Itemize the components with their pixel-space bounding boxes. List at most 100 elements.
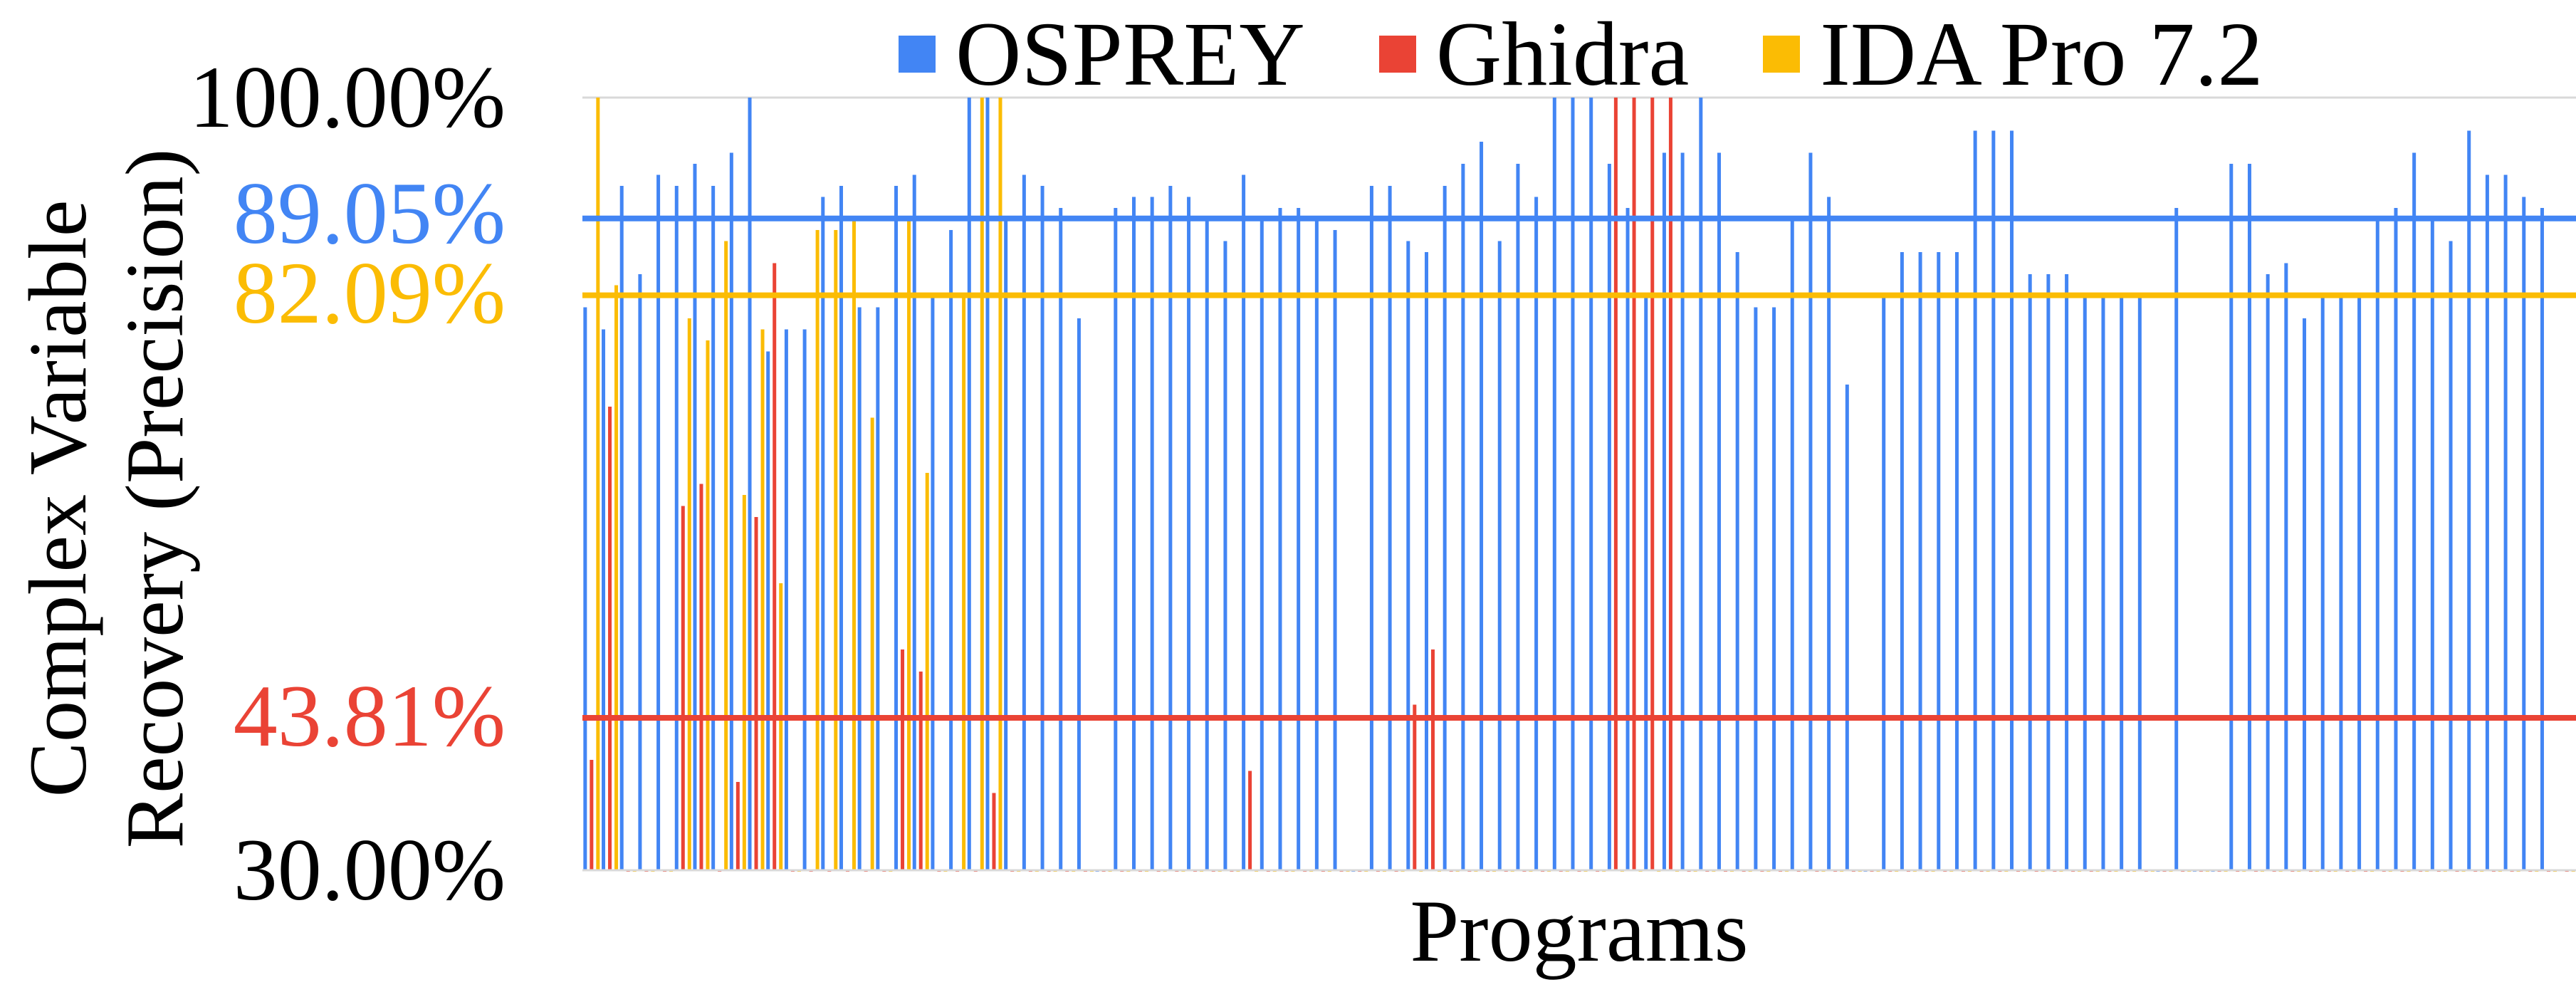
bar-osprey-60 [1680, 152, 1685, 870]
bar-ghidra-57 [1632, 98, 1636, 870]
bar-osprey-52 [1534, 197, 1539, 870]
bar-osprey-22 [985, 98, 990, 870]
bar-ghidra-45 [1413, 704, 1417, 870]
bar-ghidra-22 [992, 793, 996, 870]
legend-swatch-osprey [899, 36, 936, 73]
bar-osprey-71 [1882, 296, 1886, 870]
bar-osprey-57 [1625, 208, 1630, 870]
bar-osprey-78 [2010, 130, 2014, 870]
legend-label-ghidra: Ghidra [1435, 4, 1690, 105]
osprey-average-label: 89.05% [233, 165, 506, 262]
bar-ida-pro-7-2-15 [870, 417, 874, 870]
bar-osprey-97 [2357, 296, 2362, 870]
bar-ida-pro-7-2-9 [760, 329, 765, 870]
bar-osprey-4 [656, 174, 661, 870]
bar-osprey-74 [1937, 252, 1941, 870]
y-tick-label-min: 30.00% [233, 821, 506, 919]
bar-osprey-66 [1790, 219, 1794, 870]
bar-ghidra-9 [754, 517, 758, 870]
bar-osprey-8 [729, 152, 733, 870]
bar-osprey-55 [1589, 98, 1593, 870]
bar-osprey-96 [2339, 296, 2343, 870]
bar-ida-pro-7-2-7 [724, 241, 728, 870]
bar-osprey-94 [2303, 318, 2307, 870]
bar-osprey-61 [1699, 98, 1703, 870]
bar-osprey-14 [839, 186, 843, 870]
bar-osprey-30 [1131, 197, 1136, 870]
bar-osprey-11 [784, 329, 788, 870]
bar-ida-pro-7-2-20 [962, 296, 966, 870]
legend-item-ida: IDA Pro 7.2 [1763, 9, 2263, 100]
bar-osprey-95 [2320, 296, 2325, 870]
bar-osprey-100 [2412, 152, 2417, 870]
bar-osprey-82 [2083, 296, 2087, 870]
bar-osprey-46 [1425, 252, 1428, 870]
y-axis-label: Complex Variable Recovery (Precision) [13, 148, 201, 849]
bar-osprey-67 [1808, 152, 1813, 870]
bar-osprey-1 [602, 329, 606, 870]
bar-ida-pro-7-2-10 [779, 583, 783, 870]
bar-osprey-0 [583, 307, 587, 870]
bar-osprey-20 [949, 230, 953, 870]
bar-osprey-68 [1827, 197, 1831, 870]
bar-osprey-80 [2046, 274, 2051, 870]
bar-osprey-103 [2467, 130, 2471, 870]
bar-osprey-87 [2174, 208, 2179, 870]
bar-osprey-25 [1040, 186, 1044, 870]
bar-osprey-18 [912, 174, 916, 870]
y-tick-label-max: 100.00% [189, 48, 506, 146]
bar-osprey-50 [1497, 241, 1502, 870]
bar-osprey-73 [1918, 252, 1922, 870]
bar-ida-pro-7-2-1 [614, 285, 619, 870]
bar-osprey-81 [2065, 274, 2069, 870]
bar-osprey-26 [1059, 208, 1063, 870]
bar-ida-pro-7-2-6 [706, 340, 710, 870]
bar-ida-pro-7-2-5 [687, 318, 691, 870]
bar-ida-pro-7-2-21 [980, 98, 984, 870]
bar-osprey-10 [766, 351, 770, 870]
bar-osprey-56 [1607, 164, 1611, 870]
bar-osprey-99 [2394, 208, 2398, 870]
bar-osprey-98 [2375, 219, 2379, 870]
bar-ghidra-10 [773, 263, 777, 870]
bar-osprey-77 [1991, 130, 1996, 870]
legend-item-osprey: OSPREY [899, 9, 1305, 100]
bar-osprey-107 [2540, 208, 2544, 870]
bar-osprey-93 [2284, 263, 2288, 870]
bar-osprey-62 [1717, 152, 1721, 870]
bar-osprey-15 [857, 307, 862, 870]
reference-lines [582, 215, 2576, 721]
bar-osprey-53 [1552, 98, 1556, 870]
bar-osprey-47 [1443, 186, 1447, 870]
bar-osprey-33 [1187, 197, 1191, 870]
bar-ghidra-0 [590, 760, 594, 870]
bar-osprey-3 [638, 274, 642, 870]
bar-osprey-19 [931, 296, 935, 870]
legend-label-osprey: OSPREY [955, 4, 1305, 105]
legend-item-ghidra: Ghidra [1378, 4, 1690, 105]
bar-osprey-44 [1388, 186, 1392, 870]
bar-group [583, 98, 2575, 872]
bar-ghidra-5 [681, 506, 685, 870]
legend-swatch-ida [1763, 36, 1801, 73]
ghidra-average-label: 43.81% [233, 667, 506, 765]
bar-osprey-16 [876, 307, 880, 870]
legend: OSPREY Ghidra IDA Pro 7.2 [899, 4, 2337, 104]
bar-osprey-104 [2485, 174, 2489, 870]
bar-osprey-106 [2522, 197, 2526, 870]
bar-osprey-38 [1278, 208, 1282, 870]
bar-osprey-69 [1845, 385, 1849, 870]
bar-ida-pro-7-2-8 [742, 495, 746, 870]
bar-osprey-64 [1754, 307, 1758, 870]
bar-ida-pro-7-2-13 [834, 230, 838, 870]
bar-osprey-65 [1772, 307, 1776, 870]
bar-osprey-23 [1004, 219, 1008, 870]
bar-ida-pro-7-2-18 [925, 473, 929, 870]
bar-osprey-45 [1406, 241, 1410, 870]
bar-osprey-9 [748, 98, 752, 870]
x-axis-label: Programs [1410, 882, 1749, 980]
bar-osprey-90 [2229, 164, 2234, 870]
bar-osprey-40 [1314, 219, 1319, 870]
bar-osprey-29 [1114, 208, 1118, 870]
bar-osprey-85 [2137, 296, 2142, 870]
